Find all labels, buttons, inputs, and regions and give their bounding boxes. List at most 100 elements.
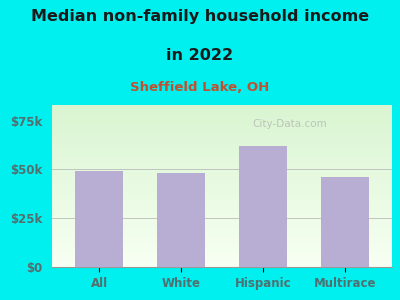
Bar xyxy=(52,157,392,158)
Bar xyxy=(52,184,392,186)
Bar xyxy=(52,191,392,193)
Bar xyxy=(52,212,392,214)
Bar xyxy=(52,128,392,129)
Text: Median non-family household income: Median non-family household income xyxy=(31,9,369,24)
Bar xyxy=(52,259,392,260)
Bar xyxy=(52,178,392,179)
Bar xyxy=(52,266,392,267)
Bar xyxy=(52,204,392,206)
Bar xyxy=(157,173,205,267)
Bar xyxy=(52,120,392,121)
Bar xyxy=(52,139,392,141)
Bar xyxy=(52,220,392,222)
Bar xyxy=(52,158,392,160)
Bar xyxy=(52,124,392,126)
Bar xyxy=(321,177,368,267)
Bar xyxy=(52,181,392,183)
Bar xyxy=(52,223,392,225)
Bar xyxy=(52,112,392,113)
Bar xyxy=(52,262,392,264)
Bar xyxy=(52,239,392,241)
Text: Sheffield Lake, OH: Sheffield Lake, OH xyxy=(130,81,270,94)
Bar xyxy=(52,231,392,233)
Bar xyxy=(52,154,392,155)
Bar xyxy=(52,186,392,188)
Bar xyxy=(52,196,392,197)
Bar xyxy=(52,133,392,134)
Bar xyxy=(52,254,392,256)
Text: in 2022: in 2022 xyxy=(166,48,234,63)
Bar xyxy=(52,264,392,266)
Bar xyxy=(52,175,392,176)
Bar xyxy=(52,210,392,212)
Bar xyxy=(52,256,392,257)
Bar xyxy=(52,188,392,189)
Bar xyxy=(52,176,392,178)
Bar xyxy=(52,230,392,231)
Bar xyxy=(52,149,392,150)
Bar xyxy=(52,252,392,254)
Bar xyxy=(52,116,392,118)
Bar xyxy=(52,249,392,251)
Bar xyxy=(52,141,392,142)
Bar xyxy=(52,194,392,196)
Bar xyxy=(52,144,392,146)
Bar xyxy=(52,123,392,124)
Bar xyxy=(52,193,392,194)
Bar xyxy=(52,179,392,181)
Bar xyxy=(52,150,392,152)
Bar xyxy=(52,260,392,262)
Bar xyxy=(52,162,392,163)
Bar xyxy=(52,147,392,149)
Bar xyxy=(52,248,392,249)
Bar xyxy=(52,136,392,137)
Bar xyxy=(52,241,392,243)
Bar xyxy=(52,217,392,218)
Bar xyxy=(52,202,392,204)
Bar xyxy=(52,129,392,131)
Bar xyxy=(52,142,392,144)
Bar xyxy=(52,244,392,246)
Bar xyxy=(52,206,392,207)
Bar xyxy=(52,183,392,184)
Bar xyxy=(52,146,392,147)
Bar xyxy=(52,137,392,139)
Bar xyxy=(52,236,392,238)
Bar xyxy=(52,155,392,157)
Bar xyxy=(52,160,392,162)
Bar xyxy=(52,106,392,108)
Bar xyxy=(52,173,392,175)
Bar xyxy=(52,257,392,259)
Bar xyxy=(52,235,392,236)
Text: City-Data.com: City-Data.com xyxy=(253,119,327,129)
Bar xyxy=(52,209,392,210)
Bar xyxy=(52,170,392,171)
Bar xyxy=(52,121,392,123)
Bar xyxy=(52,222,392,223)
Bar xyxy=(52,214,392,215)
Bar xyxy=(52,131,392,133)
Bar xyxy=(52,110,392,112)
Bar xyxy=(52,105,392,106)
Bar xyxy=(52,238,392,239)
Bar xyxy=(52,189,392,191)
Bar xyxy=(52,163,392,165)
Bar xyxy=(52,168,392,170)
Bar xyxy=(52,225,392,226)
Bar xyxy=(52,113,392,115)
Bar xyxy=(52,126,392,128)
Bar xyxy=(52,165,392,166)
Bar xyxy=(52,201,392,202)
Bar xyxy=(239,146,287,267)
Bar xyxy=(76,171,123,267)
Bar xyxy=(52,251,392,252)
Bar xyxy=(52,171,392,173)
Bar xyxy=(52,243,392,244)
Bar xyxy=(52,207,392,209)
Bar xyxy=(52,218,392,220)
Bar xyxy=(52,118,392,120)
Bar xyxy=(52,197,392,199)
Bar xyxy=(52,108,392,110)
Bar xyxy=(52,152,392,154)
Bar xyxy=(52,199,392,201)
